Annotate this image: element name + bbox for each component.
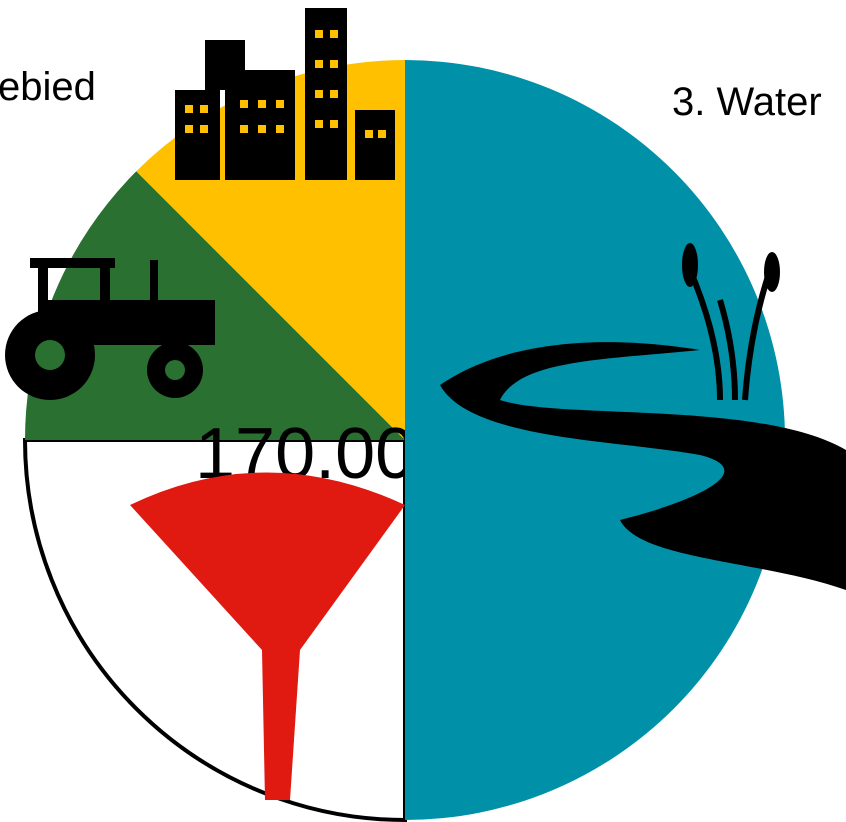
annotation: ebied bbox=[0, 65, 96, 109]
river-icon bbox=[440, 342, 846, 590]
reed-head bbox=[764, 252, 780, 292]
reed-head bbox=[682, 243, 698, 287]
city-windows bbox=[185, 30, 386, 138]
tractor-hubs bbox=[35, 340, 185, 380]
slice-label: 3. Water bbox=[672, 80, 822, 124]
icons-front bbox=[130, 243, 846, 800]
funnel-icon bbox=[130, 472, 405, 800]
icons bbox=[5, 8, 395, 400]
